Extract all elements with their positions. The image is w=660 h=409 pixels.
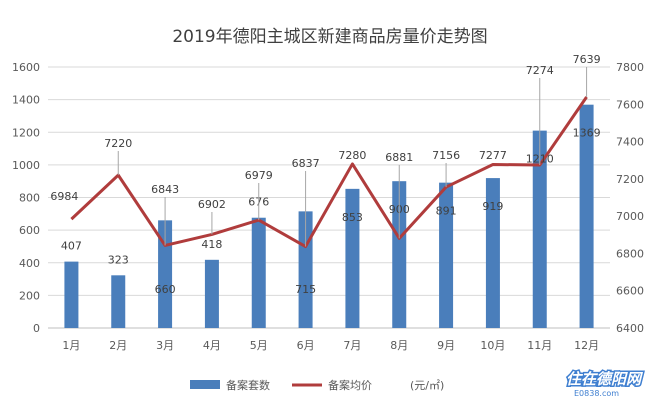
- bar: [392, 181, 407, 328]
- watermark-logo-text: 住在德阳网: [566, 370, 644, 388]
- watermark: 住在德阳网 E0838.com: [565, 369, 646, 399]
- left-axis-tick-label: 1600: [12, 61, 40, 74]
- bar-data-label: 891: [436, 205, 457, 218]
- line-path: [70, 96, 588, 249]
- x-axis-tick-label: 1月: [62, 339, 80, 352]
- left-axis-ticks: 0 200 400 600 800 1000 1200 1400 1600: [12, 61, 40, 335]
- right-axis-tick-label: 6400: [616, 322, 644, 335]
- bar-data-label: 715: [295, 283, 316, 296]
- bar-data-label: 418: [201, 238, 222, 251]
- bar: [439, 182, 454, 328]
- right-axis-tick-label: 6800: [616, 247, 644, 260]
- left-axis-tick-label: 1400: [12, 94, 40, 107]
- watermark-domain: E0838.com: [574, 389, 619, 398]
- x-axis-tick-label: 10月: [480, 339, 505, 352]
- right-axis-tick-label: 7400: [616, 136, 644, 149]
- bar: [158, 220, 173, 328]
- line-data-label: 6843: [151, 183, 179, 196]
- left-axis-tick-label: 1000: [12, 159, 40, 172]
- left-axis-tick-label: 400: [19, 257, 40, 270]
- bar: [204, 259, 219, 328]
- bar: [532, 130, 547, 328]
- legend-label-bars: 备案套数: [226, 378, 270, 392]
- left-axis-tick-label: 600: [19, 224, 40, 237]
- line-data-label: 7280: [338, 149, 366, 162]
- legend: 备案套数 备案均价 (元/㎡): [190, 378, 444, 392]
- bar-data-label: 660: [155, 283, 176, 296]
- legend-label-line: 备案均价: [328, 378, 372, 392]
- x-axis-tick-label: 11月: [527, 339, 552, 352]
- right-axis-tick-label: 7800: [616, 61, 644, 74]
- bar: [64, 261, 79, 328]
- line-data-label: 6979: [245, 169, 273, 182]
- right-axis-tick-label: 7200: [616, 173, 644, 186]
- bar-data-label: 919: [482, 200, 503, 213]
- bar: [111, 275, 126, 328]
- line-data-label: 7220: [104, 137, 132, 150]
- line-data-label: 6984: [50, 190, 78, 203]
- chart-title: 2019年德阳主城区新建商品房量价走势图: [172, 27, 487, 47]
- x-axis-tick-label: 2月: [109, 339, 127, 352]
- left-axis-tick-label: 200: [19, 289, 40, 302]
- bar: [251, 217, 266, 328]
- bar-data-label: 323: [108, 253, 129, 266]
- right-axis-ticks: 6400 6600 6800 7000 7200 7400 7600 7800: [616, 61, 644, 335]
- bar-data-label: 407: [61, 240, 82, 253]
- x-axis-tick-label: 6月: [297, 339, 315, 352]
- line-data-label: 6881: [385, 151, 413, 164]
- line-series: [70, 96, 588, 249]
- unit-label: (元/㎡): [410, 379, 444, 392]
- bar-series: [64, 104, 594, 328]
- line-data-label: 6837: [292, 157, 320, 170]
- right-axis-tick-label: 7600: [616, 98, 644, 111]
- x-axis-tick-label: 3月: [156, 339, 174, 352]
- x-axis-tick-label: 5月: [250, 339, 268, 352]
- x-axis-ticks: 1月 2月 3月 4月 5月 6月 7月 8月 9月 10月 11月 12月: [62, 339, 599, 352]
- x-axis-tick-label: 8月: [390, 339, 408, 352]
- legend-swatch-bars: [190, 380, 220, 389]
- left-axis-tick-label: 1200: [12, 126, 40, 139]
- x-axis-tick-label: 9月: [437, 339, 455, 352]
- line-data-label: 7156: [432, 149, 460, 162]
- x-axis-tick-label: 12月: [574, 339, 599, 352]
- line-data-label: 7639: [573, 53, 601, 66]
- line-data-label: 7274: [526, 64, 554, 77]
- x-axis-tick-label: 4月: [203, 339, 221, 352]
- left-axis-tick-label: 0: [33, 322, 40, 335]
- bar-data-label: 1369: [573, 127, 601, 140]
- x-axis-tick-label: 7月: [343, 339, 361, 352]
- bar: [485, 178, 500, 328]
- line-data-label: 6902: [198, 198, 226, 211]
- right-axis-tick-label: 7000: [616, 210, 644, 223]
- bar: [345, 188, 360, 328]
- line-data-label: 7277: [479, 149, 507, 162]
- right-axis-tick-label: 6600: [616, 285, 644, 298]
- gridlines: [48, 66, 610, 329]
- bar: [579, 104, 594, 328]
- left-axis-tick-label: 800: [19, 192, 40, 205]
- bar-data-label: 853: [342, 211, 363, 224]
